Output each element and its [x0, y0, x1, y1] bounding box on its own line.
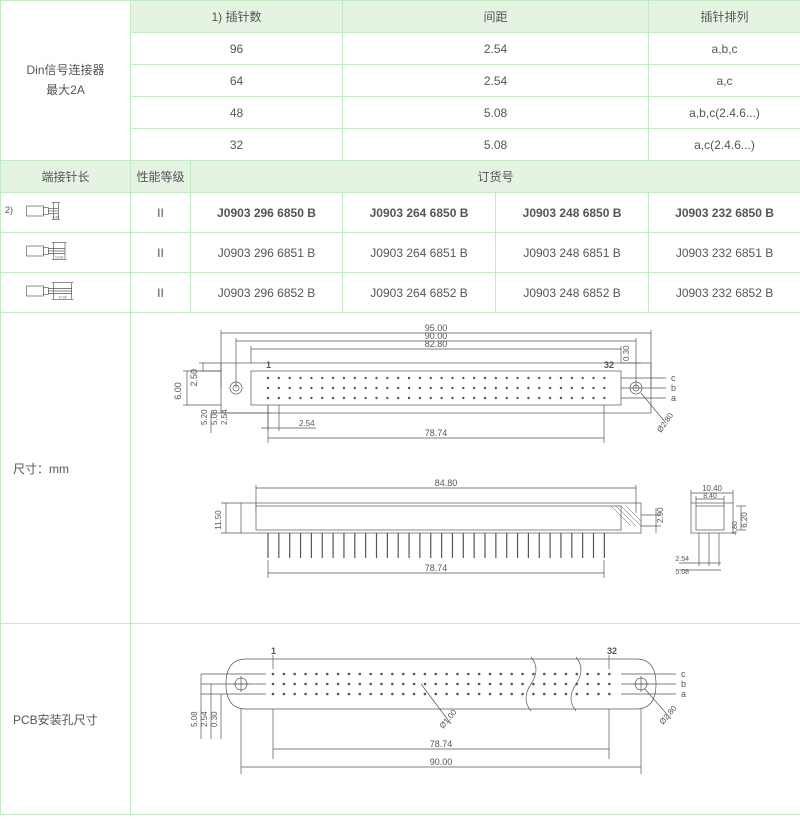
spec-table: Din信号连接器 最大2A 1) 插针数 间距 插针排列 962.54a,b,c… [0, 0, 800, 815]
pin-icon-cell: 2) 4.60 [1, 193, 131, 233]
spec-pins: 32 [131, 129, 343, 161]
spec-arr: a,c(2.4.6...) [649, 129, 800, 161]
svg-text:b: b [671, 383, 676, 393]
svg-text:2.54: 2.54 [200, 711, 209, 727]
svg-text:6.20: 6.20 [740, 512, 749, 528]
svg-text:78.74: 78.74 [425, 563, 448, 573]
svg-text:84.80: 84.80 [435, 478, 458, 488]
col-orderno: 订货号 [191, 161, 800, 193]
spec-pins: 48 [131, 97, 343, 129]
spec-pins: 96 [131, 33, 343, 65]
svg-text:0.30: 0.30 [210, 711, 219, 727]
col-pinlen: 端接针长 [1, 161, 131, 193]
svg-text:c: c [681, 669, 686, 679]
pin-icon-cell: 13.00 [1, 233, 131, 273]
svg-text:10.40: 10.40 [702, 484, 723, 493]
order-code: J0903 248 6850 B [496, 193, 649, 233]
svg-text:2.54: 2.54 [299, 419, 315, 428]
col-pins: 1) 插针数 [131, 1, 343, 33]
svg-text:b: b [681, 679, 686, 689]
spec-pitch: 2.54 [343, 65, 649, 97]
row-label-cell: Din信号连接器 最大2A [1, 1, 131, 161]
svg-text:6.00: 6.00 [173, 382, 183, 400]
svg-text:5.20: 5.20 [200, 409, 209, 425]
order-code: J0903 296 6852 B [191, 273, 343, 313]
svg-text:a: a [681, 689, 686, 699]
svg-text:c: c [671, 373, 676, 383]
order-code: J0903 232 6851 B [649, 233, 800, 273]
svg-text:2.50: 2.50 [189, 369, 199, 387]
col-arrangement: 插针排列 [649, 1, 800, 33]
svg-text:5.08: 5.08 [190, 711, 199, 727]
svg-text:32: 32 [604, 360, 614, 370]
spec-arr: a,b,c(2.4.6...) [649, 97, 800, 129]
order-code: J0903 296 6851 B [191, 233, 343, 273]
svg-text:1: 1 [266, 360, 271, 370]
order-code: J0903 296 6850 B [191, 193, 343, 233]
spec-arr: a,b,c [649, 33, 800, 65]
svg-text:0.30: 0.30 [622, 345, 631, 361]
pcb-diagram-cell: 1 32 c b a 5.08 2.54 0.30 [131, 624, 800, 815]
spec-pitch: 2.54 [343, 33, 649, 65]
order-code: J0903 248 6852 B [496, 273, 649, 313]
svg-text:11.50: 11.50 [214, 510, 223, 530]
order-grade: II [131, 233, 191, 273]
svg-text:2.54: 2.54 [675, 556, 689, 563]
svg-text:a: a [671, 393, 676, 403]
row-label-2: 最大2A [46, 83, 85, 97]
dimension-diagram-cell: 95.00 90.00 82.80 1 [131, 313, 800, 624]
spec-pitch: 5.08 [343, 97, 649, 129]
svg-text:32: 32 [607, 646, 617, 656]
svg-text:4.80: 4.80 [732, 521, 739, 535]
order-grade: II [131, 273, 191, 313]
order-code: J0903 232 6850 B [649, 193, 800, 233]
pcb-label: PCB安装孔尺寸 [1, 624, 131, 815]
svg-text:78.74: 78.74 [425, 428, 448, 438]
pcb-diagram: 1 32 c b a 5.08 2.54 0.30 [131, 624, 799, 814]
spec-pitch: 5.08 [343, 129, 649, 161]
svg-text:2.90: 2.90 [656, 507, 665, 523]
dimension-diagram: 95.00 90.00 82.80 1 [131, 313, 799, 623]
spec-pins: 64 [131, 65, 343, 97]
order-code: J0903 264 6852 B [343, 273, 496, 313]
dim-label: 尺寸：mm [1, 313, 131, 624]
col-grade: 性能等级 [131, 161, 191, 193]
svg-text:4.60: 4.60 [53, 216, 60, 220]
order-code: J0903 264 6850 B [343, 193, 496, 233]
note-2: 2) [5, 205, 13, 215]
order-code: J0903 248 6851 B [496, 233, 649, 273]
svg-text:5.08: 5.08 [675, 569, 689, 576]
order-code: J0903 264 6851 B [343, 233, 496, 273]
svg-text:78.74: 78.74 [430, 739, 453, 749]
svg-text:1: 1 [271, 646, 276, 656]
spec-arr: a,c [649, 65, 800, 97]
svg-text:82.80: 82.80 [425, 339, 448, 349]
pin-icon-long: 17.00 [25, 280, 75, 302]
order-grade: II [131, 193, 191, 233]
pin-icon-med: 13.00 [25, 240, 75, 262]
pin-icon-short: 4.60 [25, 200, 75, 222]
svg-text:5.08: 5.08 [210, 409, 219, 425]
svg-text:90.00: 90.00 [430, 757, 453, 767]
col-pitch: 间距 [343, 1, 649, 33]
svg-text:13.00: 13.00 [55, 256, 63, 260]
svg-text:2.54: 2.54 [220, 409, 229, 425]
svg-text:17.00: 17.00 [58, 296, 66, 300]
pin-icon-cell: 17.00 [1, 273, 131, 313]
svg-text:8.40: 8.40 [703, 493, 717, 500]
order-code: J0903 232 6852 B [649, 273, 800, 313]
row-label-1: Din信号连接器 [26, 63, 104, 77]
